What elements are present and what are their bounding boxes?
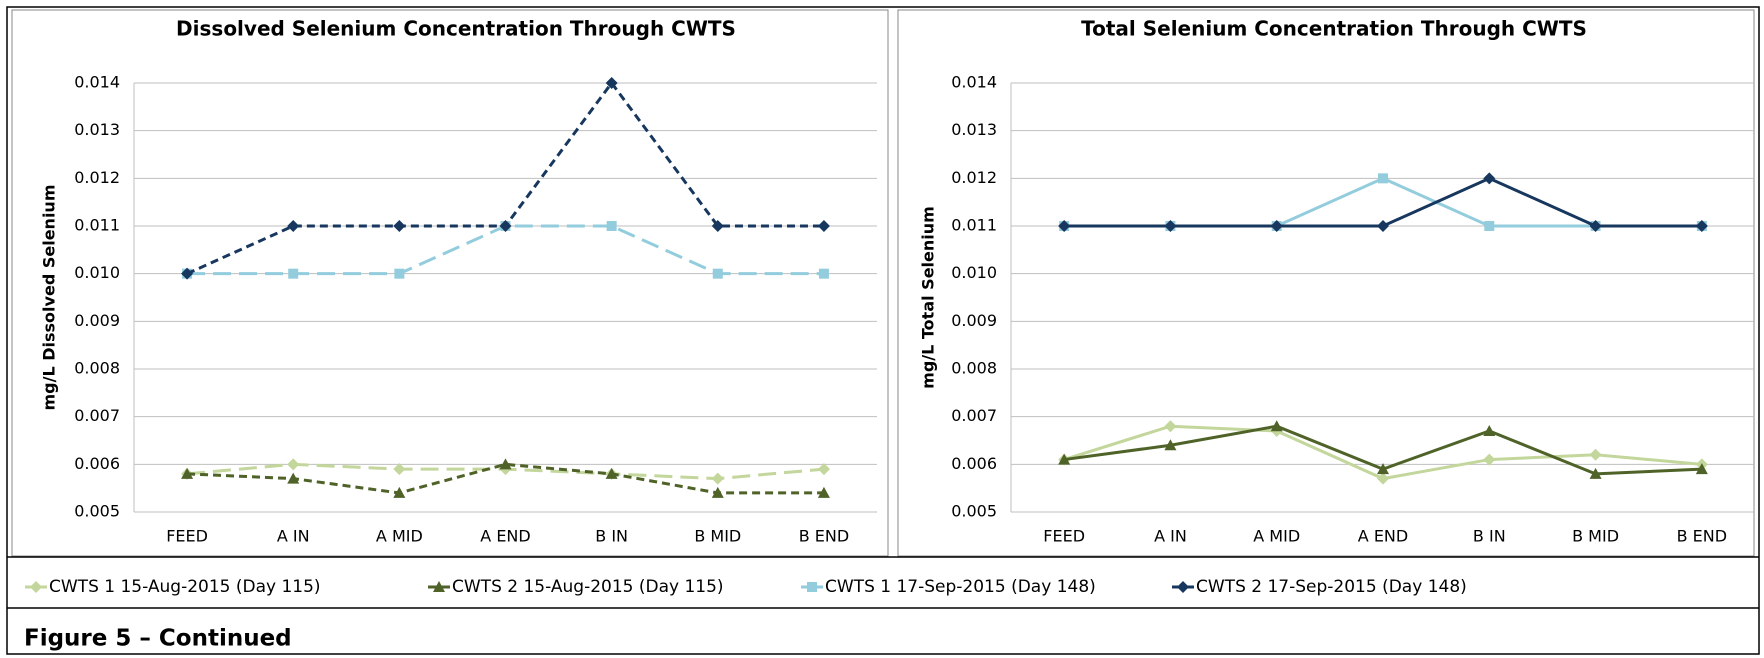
y-tick-label: 0.009 (951, 311, 997, 330)
marker (711, 472, 724, 485)
x-tick-label: B END (799, 527, 849, 546)
y-tick-label: 0.005 (951, 502, 997, 521)
y-tick-label: 0.005 (74, 502, 120, 521)
chart-title: Dissolved Selenium Concentration Through… (176, 17, 736, 41)
panel (897, 9, 1755, 557)
marker (1589, 448, 1602, 461)
y-tick-label: 0.007 (951, 406, 997, 425)
marker (817, 463, 830, 476)
marker (605, 467, 618, 479)
legend-label: CWTS 2 15-Aug-2015 (Day 115) (452, 577, 724, 597)
legend-label: CWTS 1 15-Aug-2015 (Day 115) (49, 577, 321, 597)
series-line (1064, 176, 1702, 228)
x-tick-label: B MID (1572, 527, 1619, 546)
marker (1177, 581, 1189, 593)
y-tick-label: 0.011 (951, 216, 997, 235)
series-line (187, 224, 824, 276)
marker (817, 220, 830, 232)
y-tick-label: 0.014 (951, 73, 997, 92)
caption: Figure 5 – Continued (24, 626, 292, 652)
x-tick-label: B MID (694, 527, 741, 546)
y-tick-label: 0.009 (74, 311, 120, 330)
y-tick-label: 0.013 (74, 120, 120, 139)
series-line (1064, 176, 1702, 228)
marker (287, 220, 300, 232)
x-tick-label: A END (480, 527, 530, 546)
y-tick-label: 0.014 (74, 73, 120, 92)
marker (1483, 424, 1496, 436)
x-tick-label: FEED (1043, 527, 1085, 546)
marker (1377, 472, 1389, 485)
marker (712, 268, 723, 279)
marker (605, 77, 618, 89)
y-tick-label: 0.008 (74, 359, 120, 378)
x-tick-label: B IN (1473, 527, 1506, 546)
legend-label: CWTS 1 17-Sep-2015 (Day 148) (825, 577, 1096, 597)
y-tick-label: 0.013 (951, 120, 997, 139)
marker (1695, 220, 1708, 232)
marker (288, 268, 299, 279)
chart-title: Total Selenium Concentration Through CWT… (1081, 17, 1587, 41)
y-axis-label: mg/L Dissolved Selenium (40, 185, 59, 411)
y-tick-label: 0.012 (74, 168, 120, 187)
y-tick-label: 0.011 (74, 216, 120, 235)
marker (1483, 453, 1496, 466)
x-tick-label: A MID (1253, 527, 1300, 546)
marker (711, 486, 724, 498)
marker (1164, 439, 1177, 451)
marker (499, 220, 512, 232)
marker (1695, 463, 1708, 475)
marker (393, 486, 406, 498)
marker (817, 486, 830, 498)
marker (1270, 220, 1283, 232)
y-tick-label: 0.012 (951, 168, 997, 187)
marker (711, 220, 724, 232)
marker (393, 220, 406, 232)
marker (287, 472, 300, 484)
marker (394, 268, 405, 279)
marker (1058, 220, 1071, 232)
x-tick-label: FEED (166, 527, 208, 546)
marker (499, 458, 512, 470)
y-tick-label: 0.007 (74, 406, 120, 425)
y-axis-label: mg/L Total Selenium (919, 206, 938, 389)
marker (1164, 420, 1177, 433)
marker (807, 582, 817, 592)
marker (181, 267, 194, 280)
marker (287, 458, 300, 471)
x-tick-label: A END (1358, 527, 1408, 546)
marker (181, 467, 194, 479)
y-tick-label: 0.008 (951, 359, 997, 378)
marker (1377, 220, 1389, 232)
frame (6, 6, 1760, 655)
marker (30, 581, 42, 593)
marker (818, 268, 829, 279)
y-tick-label: 0.010 (74, 263, 120, 282)
marker (1378, 173, 1388, 184)
marker (1483, 172, 1496, 185)
y-tick-label: 0.010 (951, 263, 997, 282)
marker (1164, 220, 1177, 232)
marker (433, 581, 445, 592)
marker (606, 221, 617, 231)
x-tick-label: B END (1677, 527, 1727, 546)
y-tick-label: 0.006 (951, 454, 997, 473)
x-tick-label: A IN (1154, 527, 1187, 546)
legend-label: CWTS 2 17-Sep-2015 (Day 148) (1196, 577, 1467, 597)
marker (1484, 221, 1495, 231)
panel (11, 9, 889, 557)
marker (1270, 420, 1283, 432)
marker (1589, 467, 1602, 479)
x-tick-label: B IN (595, 527, 628, 546)
marker (393, 463, 406, 476)
y-tick-label: 0.006 (74, 454, 120, 473)
marker (1377, 463, 1389, 475)
x-tick-label: A IN (277, 527, 310, 546)
marker (1589, 220, 1602, 232)
marker (1058, 453, 1071, 465)
x-tick-label: A MID (376, 527, 423, 546)
